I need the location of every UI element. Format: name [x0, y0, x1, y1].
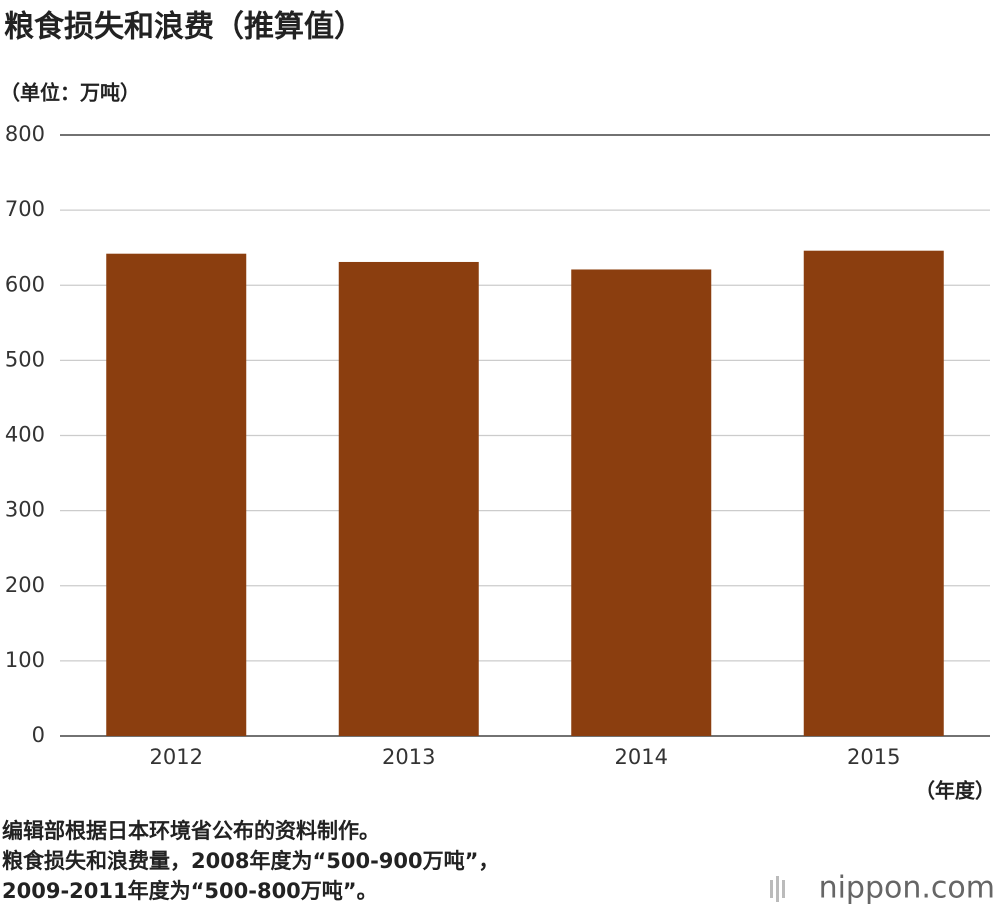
brand-icon: [770, 876, 785, 902]
bar: [571, 269, 712, 736]
y-axis-label: （单位：万吨）: [0, 81, 140, 105]
y-tick-label: 400: [5, 423, 45, 447]
note: 粮食损失和浪费量，2008年度为“500-900万吨”，: [2, 849, 499, 873]
y-tick-label: 500: [5, 347, 45, 371]
x-axis-label: （年度）: [915, 779, 995, 803]
y-tick-label: 300: [5, 498, 45, 522]
brand: nippon.com: [819, 871, 995, 906]
y-tick-label: 200: [5, 573, 45, 597]
note: 2009-2011年度为“500-800万吨”。: [2, 879, 378, 903]
y-tick-label: 600: [5, 272, 45, 296]
x-tick-label: 2015: [847, 745, 900, 769]
x-tick-label: 2012: [150, 745, 203, 769]
x-tick-label: 2014: [615, 745, 668, 769]
chart-title: 粮食损失和浪费（推算值）: [4, 10, 364, 45]
bar: [106, 253, 247, 736]
bar: [803, 250, 944, 736]
y-tick-label: 800: [5, 122, 45, 146]
bar: [338, 261, 479, 736]
x-tick-label: 2013: [382, 745, 435, 769]
y-tick-label: 0: [32, 723, 45, 747]
y-tick-label: 100: [5, 648, 45, 672]
y-tick-label: 700: [5, 197, 45, 221]
note: 编辑部根据日本环境省公布的资料制作。: [2, 819, 380, 843]
